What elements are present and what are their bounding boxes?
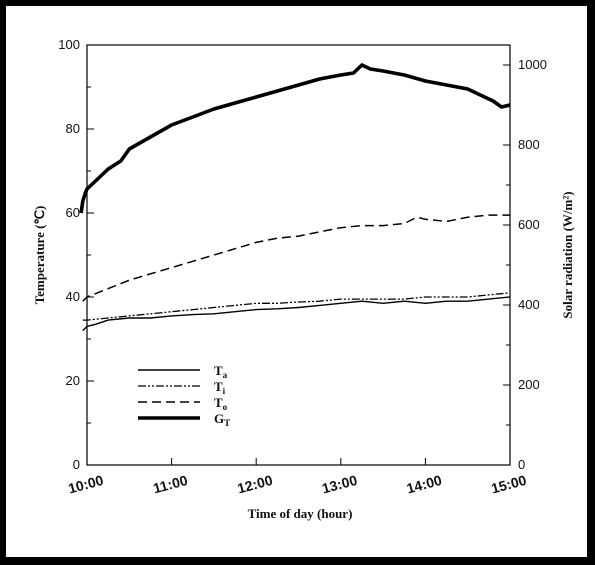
x-tick-label: 15:00	[489, 472, 528, 497]
y-left-tick-label: 40	[66, 289, 80, 304]
y-left-axis-ticks: 0 20 40 60 80 100	[58, 37, 94, 472]
x-tick-label: 13:00	[320, 472, 359, 497]
legend-label-gt: GT	[214, 411, 230, 428]
y-left-tick-label: 80	[66, 121, 80, 136]
x-tick-label: 10:00	[66, 472, 105, 497]
y-right-tick-label: 600	[518, 217, 540, 232]
plot-area	[86, 44, 511, 466]
series-line-ti	[82, 292, 511, 321]
y-right-tick-label: 400	[518, 297, 540, 312]
x-tick-label: 12:00	[236, 472, 275, 497]
series-line-ta	[82, 296, 511, 332]
y-right-tick-label: 200	[518, 377, 540, 392]
x-tick-label: 14:00	[405, 472, 444, 497]
x-tick-label: 11:00	[151, 472, 189, 497]
x-axis-label: Time of day (hour)	[248, 506, 353, 521]
legend-label-ti: Ti	[214, 379, 226, 396]
y-left-tick-label: 100	[58, 37, 80, 52]
x-axis-ticks: 10:00 11:00 12:00 13:00 14:00 15:00	[66, 458, 528, 497]
y-right-tick-label: 800	[518, 137, 540, 152]
series-lines	[79, 63, 511, 332]
y-left-tick-label: 60	[66, 205, 80, 220]
y-left-axis-label: Temperature (℃)	[32, 206, 47, 305]
y-right-axis-label: Solar radiation (W/m²)	[560, 191, 575, 318]
series-line-to	[82, 214, 510, 302]
y-right-tick-label: 0	[518, 457, 525, 472]
y-left-tick-label: 20	[66, 373, 80, 388]
y-left-tick-label: 0	[73, 457, 80, 472]
y-right-tick-label: 1000	[518, 57, 547, 72]
legend-label-to: To	[214, 395, 228, 412]
series-line-gt	[79, 63, 511, 214]
legend-label-ta: Ta	[214, 363, 228, 380]
